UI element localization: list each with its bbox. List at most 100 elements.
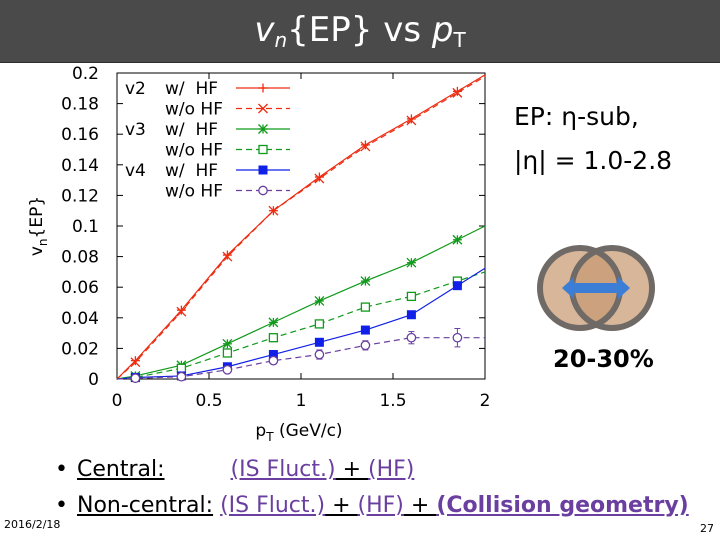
data-point xyxy=(268,317,279,328)
data-point xyxy=(314,173,325,184)
y-tick-label: 0.02 xyxy=(61,339,99,359)
event-plane-note: EP: η-sub, |η| = 1.0-2.8 xyxy=(514,95,672,183)
legend-group-label: v3 xyxy=(125,120,146,140)
data-point xyxy=(314,337,324,347)
central-label: Central: xyxy=(77,457,165,482)
slide-date: 2016/2/18 xyxy=(4,518,61,531)
data-point xyxy=(258,103,268,114)
data-point xyxy=(360,325,370,335)
data-point xyxy=(360,276,371,287)
bullet-dot: • xyxy=(55,457,68,482)
data-point xyxy=(268,333,279,343)
tick-layer: 0 0.5 1 1.5 2 0 0.02 0.04 0.06 0.08 0.1 0.12 0.14 0.1… xyxy=(61,64,490,411)
bullet-list: • Central: (IS Fluct.) + (HF) • Non-central… xyxy=(55,452,689,524)
data-point xyxy=(314,296,325,306)
data-point xyxy=(360,302,371,312)
title-bar xyxy=(0,0,720,63)
data-point xyxy=(452,281,462,291)
title-p-sub: T xyxy=(453,28,466,52)
data-point xyxy=(258,124,268,134)
series-v4-w-hf xyxy=(116,267,486,382)
series-v2-w-o-hf xyxy=(116,75,486,380)
y-tick-label: 0.12 xyxy=(61,186,99,206)
central-is-fluct: (IS Fluct.) xyxy=(230,457,336,482)
y-tick-label: 0.14 xyxy=(61,156,99,176)
data-point xyxy=(258,185,268,196)
data-point xyxy=(130,373,141,384)
title-v: v xyxy=(254,10,275,50)
data-point xyxy=(268,355,279,366)
central-plus: + xyxy=(335,457,368,482)
x-axis-label: pT (GeV/c) xyxy=(255,421,342,444)
legend-group-label: v4 xyxy=(125,161,146,181)
y-tick-label: 0.06 xyxy=(61,278,99,298)
series-line xyxy=(116,74,486,380)
data-point xyxy=(258,165,268,175)
legend-group-label: v2 xyxy=(125,79,146,99)
data-point xyxy=(406,332,417,343)
centrality-label: 20-30% xyxy=(553,345,654,373)
data-point xyxy=(222,338,233,349)
data-point xyxy=(176,306,187,317)
data-point xyxy=(222,364,233,375)
y-tick-label: 0.18 xyxy=(61,95,99,115)
series-line xyxy=(116,337,485,380)
data-point xyxy=(268,205,279,216)
data-point xyxy=(176,371,187,382)
y-tick-label: 0.08 xyxy=(61,248,99,268)
bullet-dot: • xyxy=(55,493,68,518)
x-tick-label: 1.5 xyxy=(379,391,406,411)
noncentral-hf: (HF) xyxy=(357,493,404,518)
data-point xyxy=(176,363,187,373)
y-tick-label: 0.1 xyxy=(72,217,99,237)
y-axis-label: vn{EP} xyxy=(27,196,50,256)
series-line xyxy=(116,75,486,380)
data-point xyxy=(406,115,417,126)
page-number: 27 xyxy=(700,522,714,535)
series-line xyxy=(116,225,486,380)
title-mid: {EP} vs xyxy=(287,10,432,50)
y-tick-label: 0.16 xyxy=(61,125,99,145)
noncentral-label: Non-central: xyxy=(77,493,214,518)
data-point xyxy=(314,349,325,360)
data-point xyxy=(452,234,463,245)
noncentral-plus-1: + xyxy=(325,493,358,518)
data-point xyxy=(360,141,371,152)
y-tick-label: 0.04 xyxy=(61,309,99,329)
legend-entry-label: w/o HF xyxy=(165,100,223,120)
x-tick-label: 1 xyxy=(296,391,307,411)
data-point xyxy=(258,144,268,155)
data-point xyxy=(130,357,141,368)
legend-entry-label: w/ HF xyxy=(165,161,218,181)
data-point xyxy=(452,332,463,343)
series-layer xyxy=(116,74,486,384)
slide-title: vn{EP} vs pT xyxy=(0,8,720,62)
y-tick-label: 0 xyxy=(88,370,99,390)
series-line xyxy=(116,271,486,380)
ep-line-2: |η| = 1.0-2.8 xyxy=(514,146,673,175)
title-p: p xyxy=(431,10,454,50)
bullet-noncentral: • Non-central: (IS Fluct.) + (HF) + (Coll… xyxy=(55,488,689,524)
data-point xyxy=(452,87,463,98)
series-v4-w-o-hf xyxy=(116,328,485,384)
series-line xyxy=(116,267,486,380)
x-tick-label: 0 xyxy=(112,391,123,411)
data-point xyxy=(360,340,371,351)
nucleus-overlap-diagram xyxy=(537,245,655,331)
y-tick-label: 0.2 xyxy=(72,64,99,84)
x-tick-label: 2 xyxy=(480,391,491,411)
legend-entry-label: w/ HF xyxy=(165,79,218,99)
data-point xyxy=(406,291,417,302)
data-point xyxy=(222,251,233,262)
bullet-central: • Central: (IS Fluct.) + (HF) xyxy=(55,452,689,488)
data-point xyxy=(406,257,417,268)
noncentral-geometry: (Collision geometry) xyxy=(436,493,689,518)
noncentral-plus-2: + xyxy=(403,493,437,518)
title-v-sub: n xyxy=(274,28,288,52)
series-v3-w-o-hf xyxy=(116,271,486,383)
ep-line-1: EP: η-sub, xyxy=(514,102,639,131)
noncentral-is-fluct: (IS Fluct.) xyxy=(220,493,326,518)
legend-entry-label: w/o HF xyxy=(165,182,223,202)
